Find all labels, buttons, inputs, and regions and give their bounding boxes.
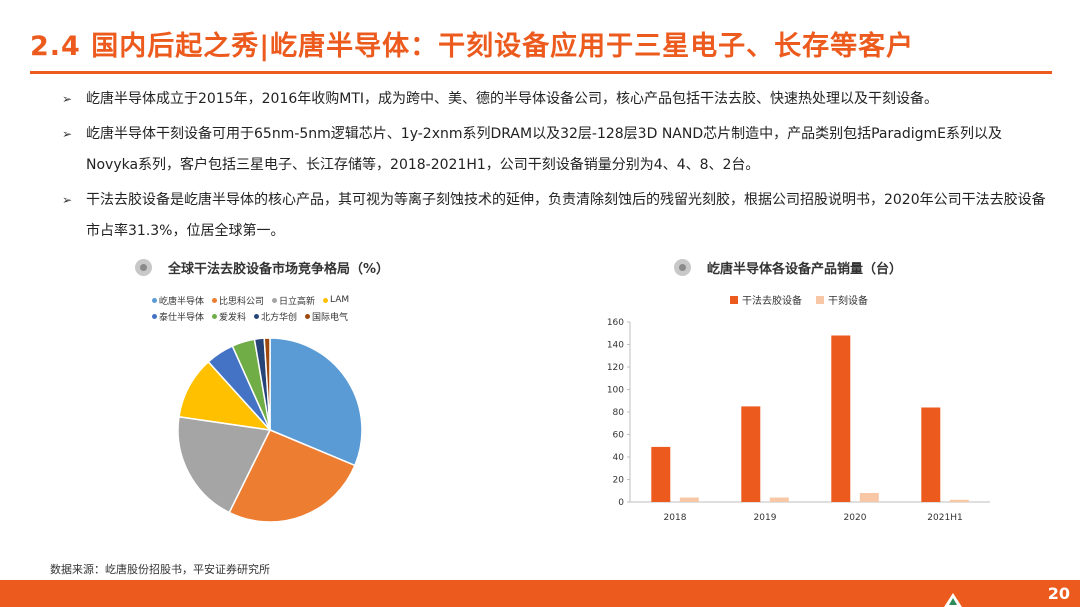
legend-swatch	[152, 313, 157, 319]
y-tick-label: 60	[613, 431, 625, 441]
bullet-item: ➢ 屹唐半导体干刻设备可用于65nm-5nm逻辑芯片、1y-2xnm系列DRAM…	[62, 119, 1047, 181]
y-tick-label: 100	[607, 386, 624, 396]
radio-dot-icon	[674, 259, 691, 276]
y-tick-label: 0	[618, 498, 624, 508]
x-tick-label: 2019	[754, 513, 777, 523]
pie-legend-item: 泰仕半导体	[152, 310, 204, 323]
data-source-note: 数据来源：屹唐股份招股书，平安证券研究所	[50, 563, 270, 576]
footer-bar: 20	[0, 580, 1080, 607]
bullet-item: ➢ 屹唐半导体成立于2015年，2016年收购MTI，成为跨中、美、德的半导体设…	[62, 84, 1047, 115]
title-divider	[30, 71, 1052, 74]
pie-legend-item: 北方华创	[254, 310, 297, 323]
bar	[921, 407, 941, 502]
page-number: 20	[1047, 584, 1070, 603]
pie-legend-item: 国际电气	[305, 310, 348, 323]
pie-legend-item: 日立高新	[272, 294, 315, 307]
bar	[831, 335, 851, 502]
page-title: 2.4 国内后起之秀|屹唐半导体：干刻设备应用于三星电子、长存等客户	[30, 31, 915, 62]
bullet-text: 屹唐半导体成立于2015年，2016年收购MTI，成为跨中、美、德的半导体设备公…	[86, 91, 939, 107]
pie-legend-item: 比思科公司	[212, 294, 264, 307]
pie-legend: 屹唐半导体 比思科公司 日立高新 LAM 泰仕半导体 爱发科 北方华创 国际电气	[152, 292, 452, 324]
radio-dot-icon	[135, 259, 152, 276]
y-tick-label: 20	[613, 476, 625, 486]
y-tick-label: 140	[607, 341, 624, 351]
pie-legend-row: 泰仕半导体 爱发科 北方华创 国际电气	[152, 308, 452, 324]
arrow-bullet-icon: ➢	[62, 92, 73, 106]
y-tick-label: 120	[607, 363, 624, 373]
pie-legend-label: LAM	[330, 295, 350, 305]
bar-legend-item: 干刻设备	[816, 292, 868, 307]
pie-legend-item: 屹唐半导体	[152, 294, 204, 307]
arrow-bullet-icon: ➢	[62, 193, 73, 207]
y-tick-label: 40	[613, 453, 625, 463]
legend-swatch	[152, 297, 157, 303]
pie-chart-title: 全球干法去胶设备市场竞争格局（%）	[168, 262, 390, 277]
pie-legend-label: 屹唐半导体	[159, 296, 205, 307]
bar	[679, 497, 699, 502]
bullet-item: ➢ 干法去胶设备是屹唐半导体的核心产品，其可视为等离子刻蚀技术的延伸，负责清除刻…	[62, 185, 1047, 247]
y-tick-label: 80	[613, 408, 625, 418]
pie-chart-header: 全球干法去胶设备市场竞争格局（%）	[135, 258, 389, 277]
arrow-bullet-icon: ➢	[62, 127, 73, 141]
bar-chart-header: 屹唐半导体各设备产品销量（台）	[674, 258, 902, 277]
pie-legend-item: LAM	[323, 295, 349, 305]
bar-legend-item: 干法去胶设备	[730, 292, 802, 307]
legend-swatch	[816, 295, 824, 304]
pie-chart	[177, 337, 363, 523]
bar-legend-label: 干刻设备	[828, 296, 868, 307]
bar	[651, 446, 671, 502]
legend-swatch	[730, 295, 738, 304]
bar-legend-label: 干法去胶设备	[742, 296, 802, 307]
legend-swatch	[254, 313, 260, 319]
pie-legend-label: 北方华创	[261, 312, 298, 323]
bar	[741, 406, 761, 502]
legend-swatch	[323, 297, 329, 303]
bar	[769, 497, 789, 502]
pie-legend-label: 国际电气	[312, 312, 349, 323]
bar	[859, 493, 879, 502]
pie-legend-label: 日立高新	[279, 296, 316, 307]
bullet-list: ➢ 屹唐半导体成立于2015年，2016年收购MTI，成为跨中、美、德的半导体设…	[62, 84, 1047, 247]
triangle-logo-icon	[944, 593, 962, 607]
legend-swatch	[305, 313, 311, 319]
legend-swatch	[272, 297, 278, 303]
pie-slice	[177, 415, 272, 514]
pie-legend-label: 爱发科	[219, 312, 247, 323]
bullet-text: 屹唐半导体干刻设备可用于65nm-5nm逻辑芯片、1y-2xnm系列DRAM以及…	[86, 126, 1002, 173]
pie-legend-label: 泰仕半导体	[159, 312, 205, 323]
pie-slice	[263, 337, 271, 431]
bar-chart: 0 20 40 60 80 100 120 140 160 2018 2019 2020 2021H1	[607, 318, 990, 523]
pie-legend-item: 爱发科	[212, 310, 246, 323]
bar-legend: 干法去胶设备 干刻设备	[730, 292, 882, 307]
bar-chart-title: 屹唐半导体各设备产品销量（台）	[707, 262, 903, 277]
x-tick-label: 2020	[844, 513, 867, 523]
x-tick-label: 2021H1	[927, 513, 962, 523]
bullet-text: 干法去胶设备是屹唐半导体的核心产品，其可视为等离子刻蚀技术的延伸，负责清除刻蚀后…	[86, 192, 1046, 239]
pie-legend-label: 比思科公司	[219, 296, 265, 307]
bar	[949, 499, 969, 503]
y-tick-label: 160	[607, 318, 624, 328]
pie-slice	[228, 429, 356, 523]
legend-swatch	[212, 297, 218, 303]
pie-legend-row: 屹唐半导体 比思科公司 日立高新 LAM	[152, 292, 452, 308]
legend-swatch	[212, 313, 218, 319]
pie-slice	[269, 337, 363, 467]
x-tick-label: 2018	[664, 513, 687, 523]
